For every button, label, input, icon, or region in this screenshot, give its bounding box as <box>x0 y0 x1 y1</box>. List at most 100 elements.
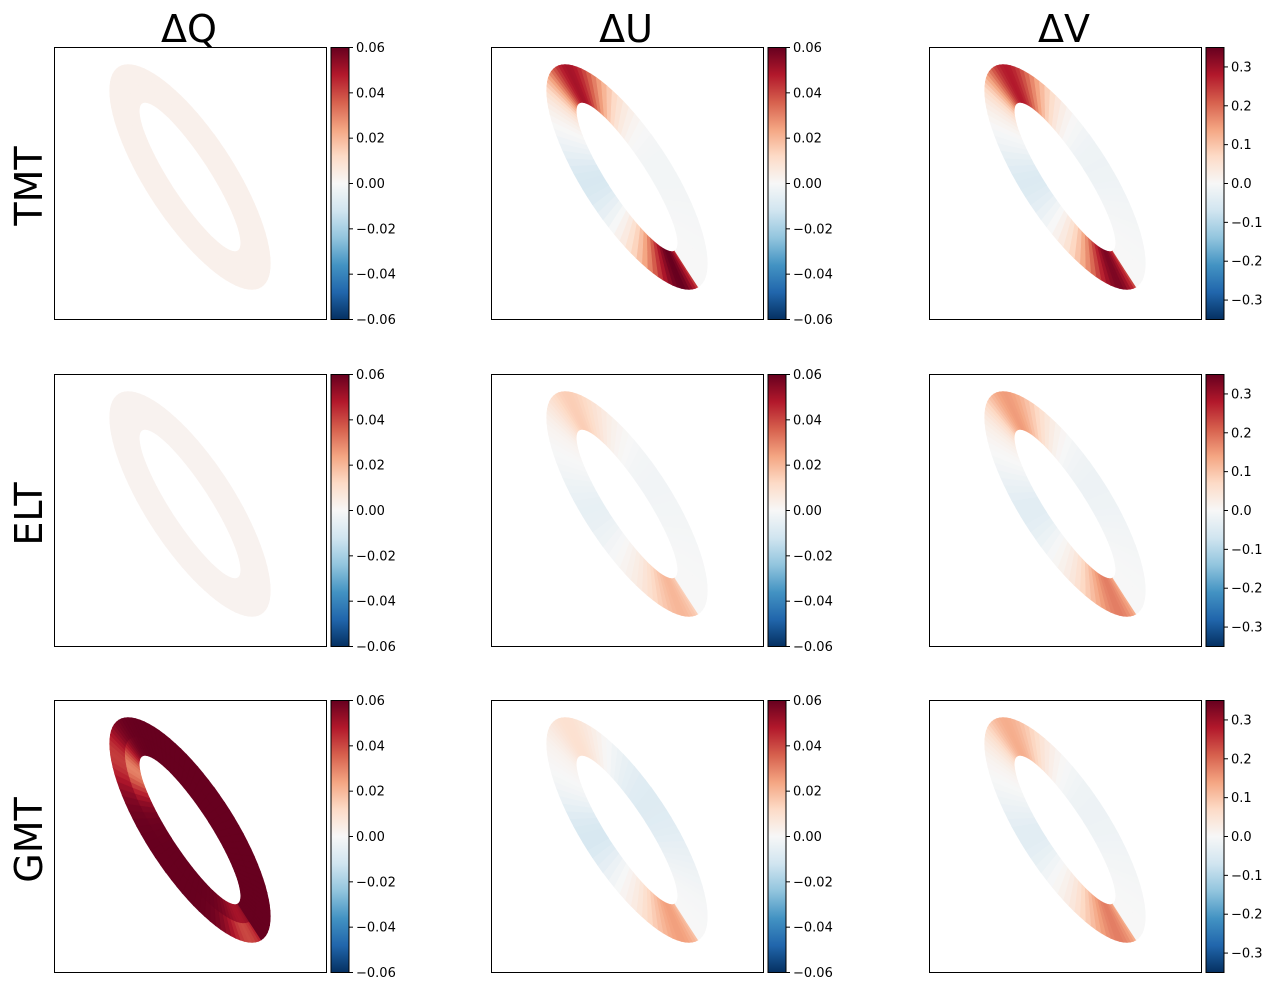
colorbar-tick-label: −0.04 <box>793 268 833 283</box>
colorbar-tick-label: 0.2 <box>1231 99 1252 114</box>
annulus-cell <box>249 919 265 941</box>
colorbar-tick-label: −0.02 <box>356 549 396 564</box>
colorbar-tick-label: 0.06 <box>793 694 822 709</box>
colorbar-tick-label: 0.06 <box>356 694 385 709</box>
colorbar-tick-label: 0.3 <box>1231 387 1252 402</box>
colorbar-tick-label: 0.06 <box>793 368 822 383</box>
axes-frame <box>54 700 327 973</box>
panel-elt-2: −0.3 −0.2 −0.1 0.0 0.1 0.2 0.3 <box>929 374 1263 647</box>
row-label-gmt: GMT <box>7 796 51 882</box>
colorbar-tick-label: −0.06 <box>793 313 833 328</box>
colorbar-tick-label: 0.2 <box>1231 752 1252 767</box>
colorbar <box>767 47 787 320</box>
colorbar-tick-label: −0.1 <box>1231 869 1263 884</box>
colorbar-tick-label: 0.1 <box>1231 138 1252 153</box>
colorbar-tick-label: −0.2 <box>1231 582 1263 597</box>
panel-elt-0: −0.06 −0.04 −0.02 0.00 0.02 0.04 0.06 <box>54 368 396 655</box>
colorbar-tick-label: 0.06 <box>356 368 385 383</box>
colorbar-tick-label: 0.00 <box>793 177 822 192</box>
colorbar-tick-label: −0.3 <box>1231 947 1263 962</box>
colorbar <box>767 700 787 973</box>
colorbar-tick-label: −0.04 <box>356 268 396 283</box>
colorbar-tick-label: 0.04 <box>356 86 385 101</box>
colorbar-tick-label: 0.00 <box>793 504 822 519</box>
annulus-cell <box>686 266 702 288</box>
colorbar-tick-label: −0.06 <box>356 966 396 981</box>
colorbar-tick-label: −0.02 <box>793 875 833 890</box>
axes-frame <box>491 700 764 973</box>
panel-gmt-2: −0.3 −0.2 −0.1 0.0 0.1 0.2 0.3 <box>929 700 1263 973</box>
colorbar <box>1205 47 1225 320</box>
colorbar-tick-label: 0.00 <box>356 504 385 519</box>
row-label-tmt: TMT <box>7 146 51 227</box>
colorbar-tick-label: −0.2 <box>1231 255 1263 270</box>
colorbar-tick-label: 0.2 <box>1231 426 1252 441</box>
col-title-du: ΔU <box>599 7 653 51</box>
colorbar-tick-label: 0.3 <box>1231 60 1252 75</box>
colorbar-tick-label: 0.04 <box>793 86 822 101</box>
col-title-dv: ΔV <box>1038 7 1090 51</box>
annulus-cell <box>249 266 265 288</box>
axes-frame <box>54 374 327 647</box>
colorbar-tick-label: 0.02 <box>356 132 385 147</box>
colorbar-tick-label: 0.3 <box>1231 713 1252 728</box>
annulus-cell <box>249 593 265 615</box>
colorbar <box>1205 374 1225 647</box>
colorbar-tick-label: 0.00 <box>356 830 385 845</box>
colorbar-tick-label: 0.1 <box>1231 465 1252 480</box>
colorbar-tick-label: 0.04 <box>356 739 385 754</box>
colorbar-tick-label: −0.06 <box>793 640 833 655</box>
colorbar-tick-label: 0.1 <box>1231 791 1252 806</box>
colorbar-tick-label: −0.06 <box>356 640 396 655</box>
panel-gmt-1: −0.06 −0.04 −0.02 0.00 0.02 0.04 0.06 <box>491 694 833 981</box>
colorbar-tick-label: −0.06 <box>793 966 833 981</box>
colorbar-tick-label: 0.02 <box>793 785 822 800</box>
colorbar-tick-label: 0.04 <box>793 413 822 428</box>
colorbar <box>1205 700 1225 973</box>
axes-frame <box>929 374 1202 647</box>
colorbar-tick-label: 0.0 <box>1231 504 1252 519</box>
colorbar <box>330 374 350 647</box>
colorbar-tick-label: −0.04 <box>793 921 833 936</box>
colorbar-tick-label: −0.02 <box>356 222 396 237</box>
axes-frame <box>54 47 327 320</box>
colorbar-tick-label: 0.06 <box>793 41 822 56</box>
colorbar-tick-label: −0.06 <box>356 313 396 328</box>
colorbar <box>767 374 787 647</box>
colorbar-tick-label: 0.0 <box>1231 830 1252 845</box>
colorbar-tick-label: 0.02 <box>356 459 385 474</box>
panel-tmt-1: −0.06 −0.04 −0.02 0.00 0.02 0.04 0.06 <box>491 41 833 328</box>
colorbar-tick-label: 0.02 <box>356 785 385 800</box>
colorbar-tick-label: −0.02 <box>356 875 396 890</box>
colorbar-tick-label: 0.02 <box>793 132 822 147</box>
colorbar-tick-label: −0.1 <box>1231 543 1263 558</box>
panel-elt-1: −0.06 −0.04 −0.02 0.00 0.02 0.04 0.06 <box>491 368 833 655</box>
colorbar-tick-label: 0.0 <box>1231 177 1252 192</box>
panel-tmt-2: −0.3 −0.2 −0.1 0.0 0.1 0.2 0.3 <box>929 47 1263 320</box>
colorbar <box>330 47 350 320</box>
annulus-cell <box>686 919 702 941</box>
annulus-cell <box>1124 919 1140 941</box>
colorbar-tick-label: 0.02 <box>793 459 822 474</box>
colorbar-tick-label: 0.00 <box>793 830 822 845</box>
colorbar-tick-label: 0.00 <box>356 177 385 192</box>
colorbar-tick-label: −0.1 <box>1231 216 1263 231</box>
colorbar-tick-label: −0.02 <box>793 222 833 237</box>
panel-tmt-0: −0.06 −0.04 −0.02 0.00 0.02 0.04 0.06 <box>54 41 396 328</box>
axes-frame <box>929 700 1202 973</box>
colorbar-tick-label: −0.3 <box>1231 294 1263 309</box>
annulus-cell <box>1124 593 1140 615</box>
colorbar-tick-label: −0.04 <box>793 595 833 610</box>
colorbar-tick-label: −0.04 <box>356 595 396 610</box>
axes-frame <box>929 47 1202 320</box>
colorbar-tick-label: 0.04 <box>793 739 822 754</box>
colorbar-tick-label: −0.02 <box>793 549 833 564</box>
colorbar-tick-label: −0.2 <box>1231 908 1263 923</box>
colorbar <box>330 700 350 973</box>
axes-frame <box>491 374 764 647</box>
panel-gmt-0: −0.06 −0.04 −0.02 0.00 0.02 0.04 0.06 <box>54 694 396 981</box>
colorbar-tick-label: 0.04 <box>356 413 385 428</box>
annulus-cell <box>1124 266 1140 288</box>
panels-layer: −0.06−0.04−0.020.000.020.040.06−0.06−0.0… <box>54 41 1263 981</box>
